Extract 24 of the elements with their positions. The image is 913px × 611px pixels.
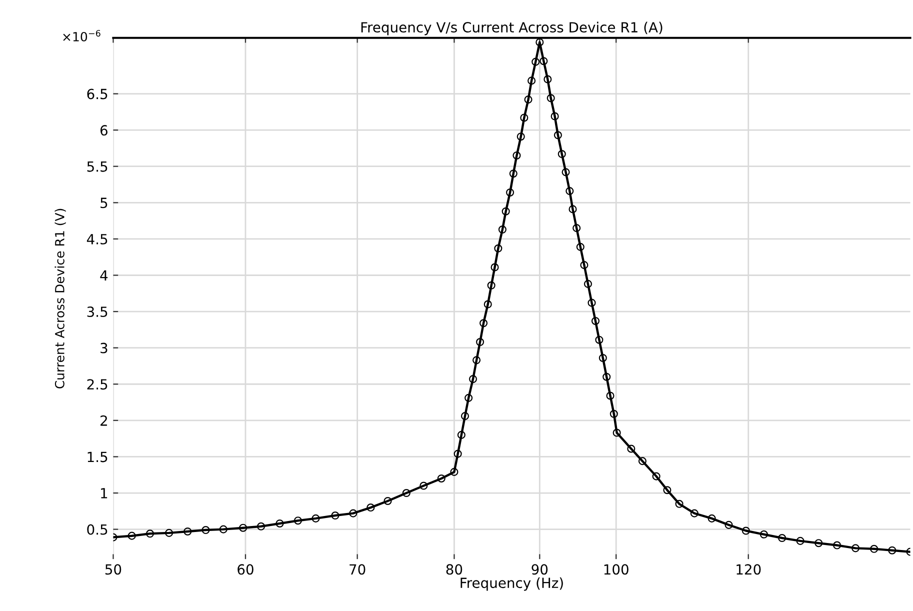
y-axis-title: Current Across Device R1 (V): [54, 208, 66, 388]
text: ×10$^{−6}$: [63, 30, 100, 42]
x-axis-title: Frequency (Hz): [460, 577, 563, 591]
x-tick-label: 60: [238, 564, 254, 575]
y-tick-label: 6: [100, 125, 108, 136]
y-tick-label: 1: [101, 488, 108, 498]
x-tick-label: 70: [350, 564, 366, 575]
x-tick-label: 120: [736, 564, 761, 575]
y-tick-label: 5.5: [87, 162, 108, 172]
y-tick-label: 1.5: [88, 452, 108, 462]
y-tick-label: 6.5: [87, 88, 108, 100]
y-tick-label: 5: [100, 198, 108, 208]
y-tick-label: 2: [100, 415, 107, 426]
y-tick-label: 3: [100, 342, 108, 354]
y-tick-label: 3.5: [87, 306, 108, 318]
y-tick-label: 0.5: [87, 524, 108, 535]
chart-title: Frequency V/s Current Across Device R1 (A): [361, 22, 662, 36]
x-tick-label: 80: [446, 564, 462, 575]
x-tick-label: 100: [604, 564, 628, 575]
y-tick-label: 2.5: [87, 379, 108, 390]
y-tick-label: 4.5: [86, 234, 108, 244]
x-tick-label: 90: [532, 564, 548, 575]
y-tick-label: 4: [100, 270, 108, 281]
x-tick-label: 50: [105, 564, 122, 575]
